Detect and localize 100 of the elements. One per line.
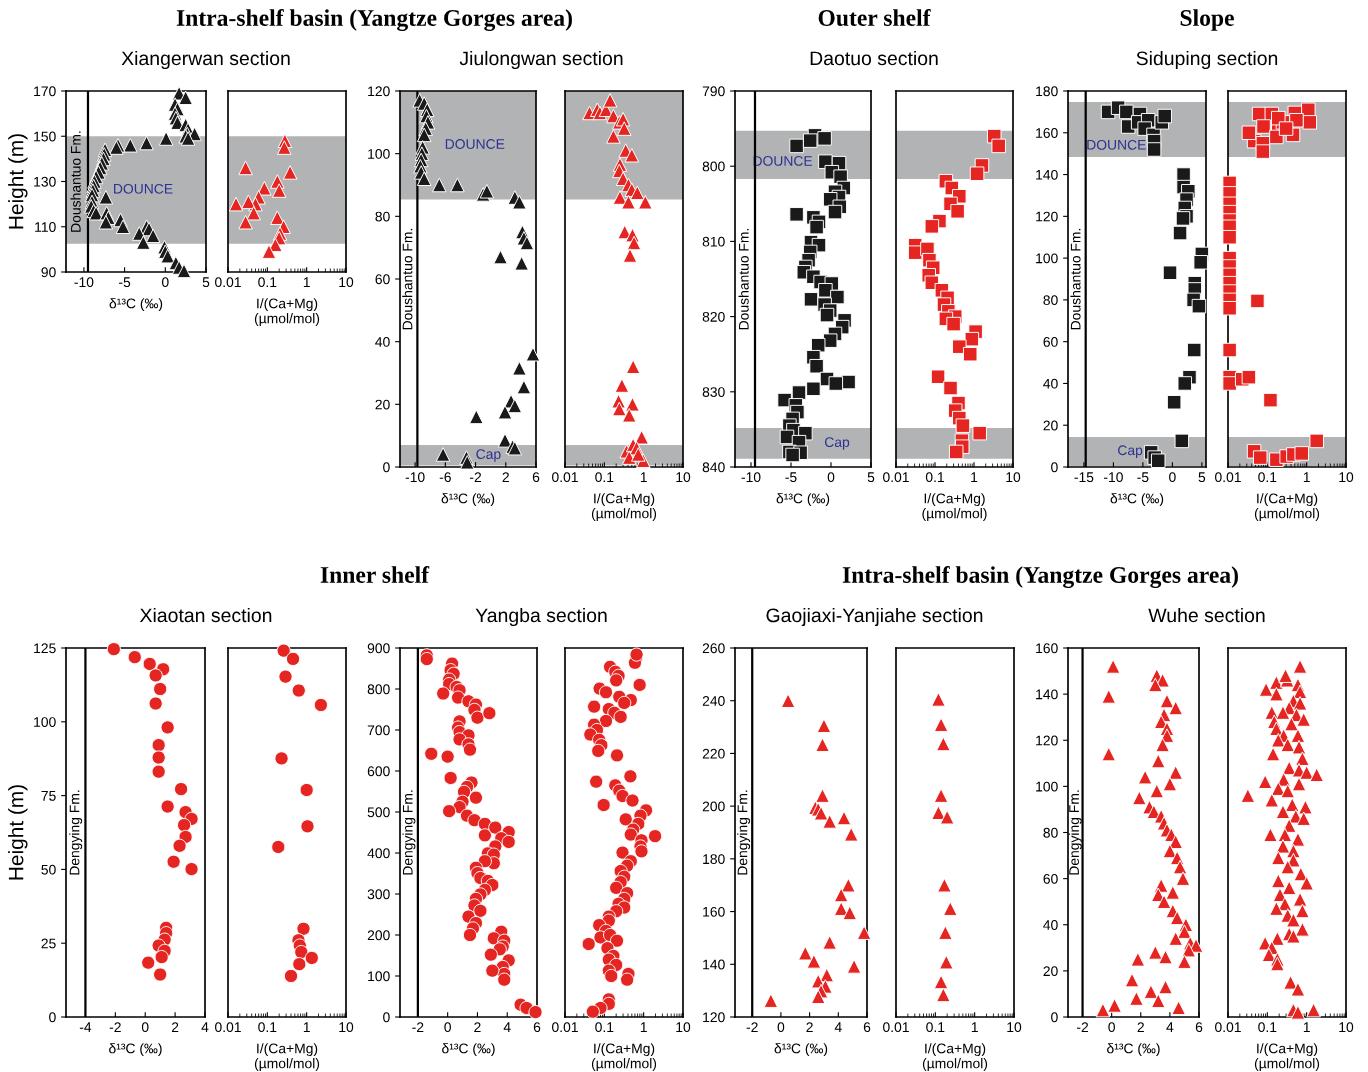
x-tick-label: 0.1 [258,1022,277,1033]
y-tick-label: 0 [383,462,390,473]
y-tick-label: 300 [367,889,390,900]
y-tick-label: 0 [1051,462,1058,473]
x-tick-label: -10 [405,472,425,483]
x-axis-title: δ¹³C (‰) [776,493,830,507]
x-axis-title: I/(Ca+Mg) (µmol/mol) [591,1043,657,1072]
y-tick-label: 600 [367,766,390,777]
x-tick-label: 1 [971,1022,978,1032]
y-axis-title: Height (m) [8,785,28,880]
x-tick-label: 2 [502,472,509,482]
x-tick-label: 0 [777,1022,785,1033]
y-tick-label: 40 [375,337,390,347]
chart-title: Siduping section [1136,50,1278,70]
x-tick-label: 6 [863,1022,871,1033]
chart-title: Xiaotan section [139,607,272,623]
band-label: DOUNCE [445,139,505,149]
x-tick-label: 0.01 [552,472,578,483]
y-axis-title: Height (m) [8,134,28,229]
x-tick-label: 0.1 [595,472,614,483]
band-label: DOUNCE [1087,139,1146,150]
y-tick-label: 200 [367,930,390,941]
x-tick-label: 10 [676,1022,691,1033]
text: Intra-shelf basin (Yangtze Gorges area) [176,9,572,31]
x-axis-title: δ¹³C (‰) [441,493,495,507]
x-tick-label: 0.01 [1215,472,1241,483]
chart-title: Jiulongwan section [459,50,623,70]
x-tick-label: 1 [1303,1022,1310,1032]
y-tick-label: 140 [703,959,725,970]
x-axis-title: I/(Ca+Mg) (µmol/mol) [922,1043,988,1072]
y-tick-label: 160 [1036,128,1058,138]
x-axis-title: I/(Ca+Mg) (µmol/mol) [591,493,657,522]
y-tick-label: 140 [1036,689,1058,700]
y-tick-label: 260 [702,643,725,654]
x-tick-label: 10 [1339,472,1354,483]
y-tick-label: 240 [702,696,725,706]
y-tick-label: 100 [368,149,390,159]
y-tick-label: 100 [1036,781,1058,792]
x-tick-label: -2 [109,1022,121,1032]
band-label: Cap [824,437,850,450]
ref-line-label: Dengying Fm. [69,790,83,875]
band-label: Cap [1118,445,1143,458]
x-tick-label: 0.01 [552,1022,578,1033]
x-axis-title: δ¹³C (‰) [442,1043,495,1057]
text: Outer shelf [818,9,931,26]
x-tick-label: 0.1 [1258,1022,1277,1033]
y-tick-label: 0 [383,1012,390,1023]
x-axis-title: δ¹³C (‰) [109,298,163,312]
y-tick-label: 40 [1043,378,1058,389]
x-tick-label: 4 [1166,1022,1174,1032]
x-tick-label: -5 [1137,472,1149,483]
x-tick-label: 10 [1339,1022,1354,1033]
x-tick-label: 1 [640,1022,647,1032]
x-axis-title: I/(Ca+Mg) (µmol/mol) [254,1043,320,1072]
x-tick-label: 5 [202,277,210,288]
x-tick-label: 6 [1195,1022,1203,1033]
x-tick-label: 0.01 [215,1022,241,1033]
x-tick-label: -10 [74,277,94,288]
y-tick-label: 40 [1043,920,1058,930]
x-tick-label: 0.1 [258,277,277,288]
x-tick-label: 4 [201,1022,209,1032]
x-axis-title: δ¹³C (‰) [1107,1043,1160,1057]
x-tick-label: -15 [1074,472,1094,483]
x-tick-label: -5 [119,277,131,288]
text: Intra-shelf basin (Yangtze Gorges area) [842,566,1238,588]
y-tick-label: 220 [702,748,725,759]
chart-title: Wuhe section [1148,607,1265,623]
x-tick-label: 2 [474,1022,481,1032]
chart-title: Daotuo section [810,50,938,66]
x-tick-label: 0.1 [1258,472,1277,483]
y-tick-label: 840 [702,462,725,473]
x-tick-label: -2 [412,1022,424,1032]
chart-title: Gaojiaxi-Yanjiahe section [766,607,983,627]
x-tick-label: 10 [339,277,354,288]
y-tick-label: 140 [1036,169,1058,180]
y-tick-label: 100 [1036,253,1058,264]
y-tick-label: 160 [1036,643,1058,654]
y-tick-label: 20 [375,399,390,410]
band-label: DOUNCE [114,183,173,194]
x-tick-label: 2 [171,1022,179,1032]
band-label: Cap [476,449,501,462]
y-tick-label: 900 [367,643,390,654]
y-tick-label: 810 [702,236,725,247]
x-tick-label: 5 [867,472,875,483]
x-tick-label: -2 [1077,1022,1089,1032]
x-tick-label: -2 [470,472,482,482]
x-tick-label: 4 [834,1022,842,1032]
y-tick-label: 80 [375,211,390,222]
y-tick-label: 50 [41,864,56,875]
x-tick-label: -10 [1103,472,1123,483]
y-tick-label: 125 [34,643,56,654]
x-axis-title: I/(Ca+Mg) (µmol/mol) [922,493,987,522]
x-axis-title: δ¹³C (‰) [1110,493,1164,507]
x-tick-label: -5 [785,472,797,483]
y-tick-label: 60 [1043,337,1058,347]
y-tick-label: 60 [1043,873,1058,884]
x-tick-label: -4 [79,1022,92,1032]
x-axis-title: δ¹³C (‰) [109,1043,162,1057]
y-tick-label: 500 [367,807,390,818]
x-tick-label: 0.1 [595,1022,614,1033]
